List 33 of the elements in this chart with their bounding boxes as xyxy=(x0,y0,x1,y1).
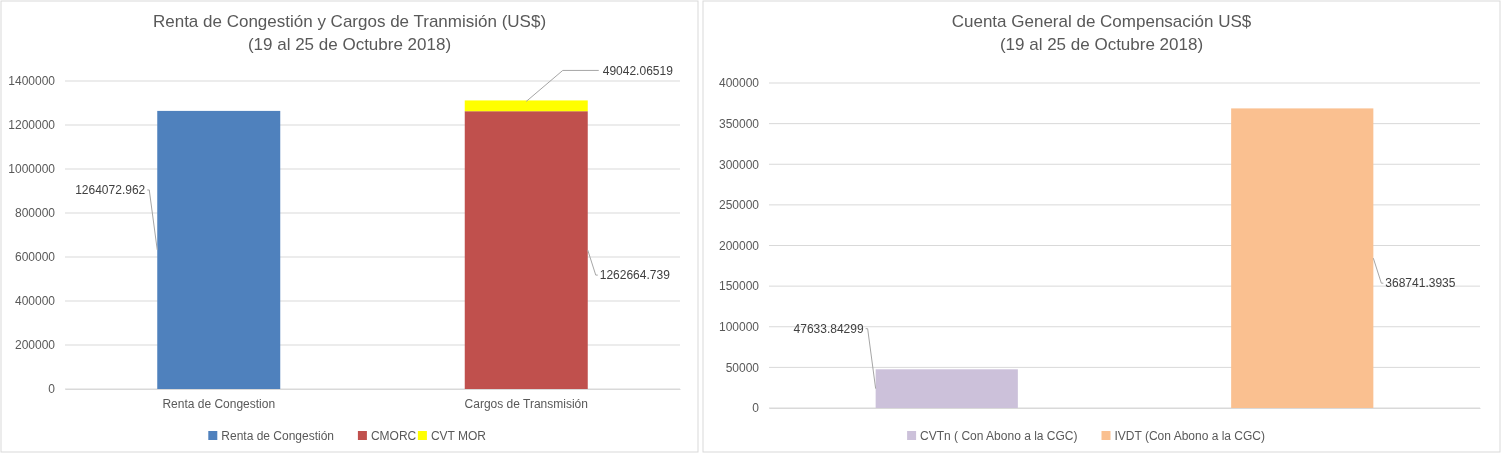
chart-title: Cuenta General de Compensación US$ xyxy=(951,12,1252,31)
y-tick-label: 300000 xyxy=(718,157,760,172)
chart-subtitle: (19 al 25 de Octubre 2018) xyxy=(247,35,452,54)
y-tick-label: 200000 xyxy=(718,238,760,253)
legend-label: CVT MOR xyxy=(430,429,487,444)
y-tick-label: 600000 xyxy=(14,250,56,265)
data-label: 49042.06519 xyxy=(602,63,674,78)
data-label: 47633.84299 xyxy=(793,321,864,336)
y-tick-label: 100000 xyxy=(718,320,760,335)
y-tick-label: 1400000 xyxy=(8,74,56,89)
y-tick-label: 400000 xyxy=(718,76,760,91)
legend-label: IVDT (Con Abono a la CGC) xyxy=(1114,429,1266,444)
y-tick-label: 0 xyxy=(48,382,56,397)
y-tick-label: 1000000 xyxy=(8,162,56,177)
data-label: 1262664.739 xyxy=(599,268,671,283)
chart-title: Renta de Congestión y Cargos de Tranmisión (US$) xyxy=(152,12,547,31)
y-tick-label: 800000 xyxy=(14,206,56,221)
y-tick-label: 0 xyxy=(752,401,760,416)
y-tick-label: 350000 xyxy=(718,116,760,131)
x-tick-label: Renta de Congestion xyxy=(162,396,276,411)
legend-label: CMORC xyxy=(370,429,417,444)
y-tick-label: 250000 xyxy=(718,198,760,213)
chart-subtitle: (19 al 25 de Octubre 2018) xyxy=(999,35,1204,54)
x-tick-label: Cargos de Transmisión xyxy=(464,396,588,411)
data-label: 1264072.962 xyxy=(75,183,146,198)
y-tick-label: 50000 xyxy=(725,360,760,375)
data-label: 368741.3935 xyxy=(1385,276,1456,291)
legend-label: CVTn ( Con Abono a la CGC) xyxy=(920,429,1078,444)
y-tick-label: 150000 xyxy=(718,279,760,294)
legend-label: Renta de Congestión xyxy=(221,429,335,444)
y-tick-label: 1200000 xyxy=(8,118,56,133)
y-tick-label: 400000 xyxy=(14,294,56,309)
y-tick-label: 200000 xyxy=(14,338,56,353)
